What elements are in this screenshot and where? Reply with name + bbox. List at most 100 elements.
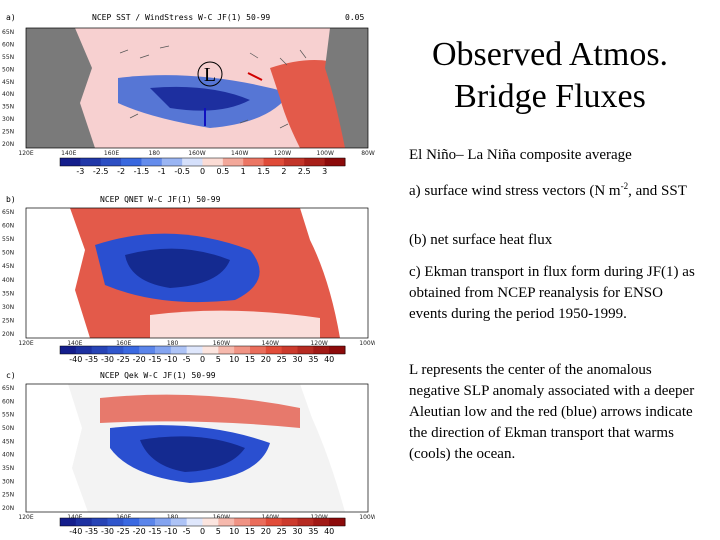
lon-tick-label: 120E <box>18 150 33 157</box>
colorbar-tick-label: -5 <box>183 355 191 364</box>
colorbar-tick-label: -10 <box>164 355 177 364</box>
lat-tick-label: 20N <box>2 141 14 148</box>
colorbar-swatch <box>182 158 203 166</box>
colorbar-tick-label: -2 <box>117 167 125 176</box>
panel-c-america-landmass <box>300 384 368 512</box>
colorbar-swatch <box>121 158 142 166</box>
lon-tick-label: 100W <box>359 514 375 521</box>
lat-tick-label: 40N <box>2 452 14 459</box>
colorbar-swatch <box>329 346 346 354</box>
colorbar-swatch <box>250 518 267 526</box>
panel-c-warm-band <box>100 394 300 428</box>
colorbar-tick-label: -5 <box>183 527 191 536</box>
colorbar-swatch <box>202 346 219 354</box>
lat-tick-label: 25N <box>2 317 14 324</box>
lat-tick-label: 30N <box>2 116 14 123</box>
lon-tick-label: 100W <box>317 150 334 157</box>
colorbar-swatch <box>329 518 346 526</box>
lon-tick-label: 140W <box>262 514 279 521</box>
colorbar-swatch <box>91 518 108 526</box>
lon-tick-label: 120W <box>310 340 327 347</box>
colorbar-swatch <box>281 518 298 526</box>
lon-tick-label: 120E <box>18 340 33 347</box>
colorbar-tick-label: 1 <box>241 167 246 176</box>
para-ekman: c) Ekman transport in flux form during J… <box>409 264 695 322</box>
colorbar-tick-label: 0 <box>200 355 205 364</box>
lon-tick-label: 140W <box>231 150 248 157</box>
slide-title-line1: Observed Atmos. <box>431 36 669 73</box>
panel-a-colorbar: -3 -2.5 -2 -1.5 -1 -0.5 0 0.5 1 1.5 2 2.5 3 <box>59 157 346 176</box>
lat-tick-label: 25N <box>2 492 14 499</box>
colorbar-tick-label: -3 <box>76 167 84 176</box>
panel-b-lon-labels: 120E 140E 160E 180 160W 140W 120W 100W <box>18 340 375 347</box>
lat-tick-label: 55N <box>2 412 14 419</box>
colorbar-swatch <box>170 346 188 354</box>
colorbar-tick-label: 30 <box>292 355 302 364</box>
colorbar-tick-label: 25 <box>277 355 287 364</box>
panel-b-letter: b) <box>6 195 16 204</box>
panel-b-net-heat-flux: b) NCEP QNET W-C JF(1) 50-99 65N 60N 55N 50… <box>0 190 375 365</box>
colorbar-swatch <box>123 346 140 354</box>
colorbar-swatch <box>243 158 265 166</box>
colorbar-swatch <box>139 518 156 526</box>
colorbar-tick-label: 3 <box>322 167 327 176</box>
para-heat-flux: (b) net surface heat flux <box>409 232 553 248</box>
lat-tick-label: 55N <box>2 54 14 61</box>
colorbar-swatch <box>75 518 93 526</box>
colorbar-swatch <box>141 158 163 166</box>
lat-tick-label: 60N <box>2 398 14 405</box>
lat-tick-label: 45N <box>2 438 14 445</box>
colorbar-tick-label: -20 <box>133 527 146 536</box>
colorbar-tick-label: 0 <box>200 527 205 536</box>
colorbar-tick-label: 15 <box>245 527 255 536</box>
panel-a-asia-landmass <box>26 28 95 148</box>
colorbar-swatch <box>186 518 203 526</box>
colorbar-tick-label: 35 <box>308 355 318 364</box>
colorbar-tick-label: -15 <box>148 527 161 536</box>
panel-a-wind-vectors <box>119 45 307 129</box>
panel-a-america-landmass <box>325 28 368 148</box>
lat-tick-label: 35N <box>2 104 14 111</box>
colorbar-tick-label: -35 <box>85 527 98 536</box>
colorbar-swatch <box>186 346 203 354</box>
colorbar-tick-label: 5 <box>216 355 221 364</box>
colorbar-swatch <box>234 346 251 354</box>
panel-c-lon-labels: 120E 140E 160E 180 160W 140W 120W 100W <box>18 514 375 521</box>
panel-b-asia-landmass <box>26 208 90 338</box>
colorbar-tick-label: -15 <box>148 355 161 364</box>
lat-tick-label: 65N <box>2 209 14 216</box>
lat-tick-label: 60N <box>2 223 14 230</box>
colorbar-swatch <box>107 518 124 526</box>
lat-tick-label: 60N <box>2 41 14 48</box>
colorbar-tick-label: -40 <box>69 527 82 536</box>
lon-tick-label: 160E <box>116 340 131 347</box>
lon-tick-label: 100W <box>359 340 375 347</box>
panel-a-title: NCEP SST / WindStress W-C JF(1) 50-99 <box>92 13 270 22</box>
colorbar-tick-label: 35 <box>308 527 318 536</box>
lat-tick-label: 45N <box>2 263 14 270</box>
lat-tick-label: 30N <box>2 478 14 485</box>
colorbar-swatch <box>281 346 298 354</box>
para-composite: El Niño– La Niña composite average <box>409 147 632 163</box>
colorbar-tick-label: 20 <box>261 355 271 364</box>
colorbar-swatch <box>202 158 224 166</box>
panel-a-low-marker: L <box>204 64 216 86</box>
lon-tick-label: 120W <box>310 514 327 521</box>
panel-c-asia-landmass <box>26 384 88 512</box>
colorbar-outline <box>59 517 346 527</box>
lon-tick-label: 180 <box>167 514 179 521</box>
colorbar-tick-label: -25 <box>117 527 130 536</box>
lon-tick-label: 160W <box>213 514 230 521</box>
colorbar-tick-label: 0.5 <box>216 167 229 176</box>
para-wind-stress-sup: -2 <box>620 181 629 191</box>
lon-tick-label: 160E <box>104 150 119 157</box>
lon-tick-label: 140E <box>67 514 82 521</box>
para-low-explanation: L represents the center of the anomalous… <box>409 362 695 462</box>
lon-tick-label: 160W <box>188 150 205 157</box>
colorbar-tick-label: 1.5 <box>257 167 270 176</box>
colorbar-swatch <box>218 346 235 354</box>
lat-tick-label: 20N <box>2 331 14 338</box>
lat-tick-label: 35N <box>2 290 14 297</box>
lon-tick-label: 120E <box>18 514 33 521</box>
colorbar-swatch <box>304 158 326 166</box>
